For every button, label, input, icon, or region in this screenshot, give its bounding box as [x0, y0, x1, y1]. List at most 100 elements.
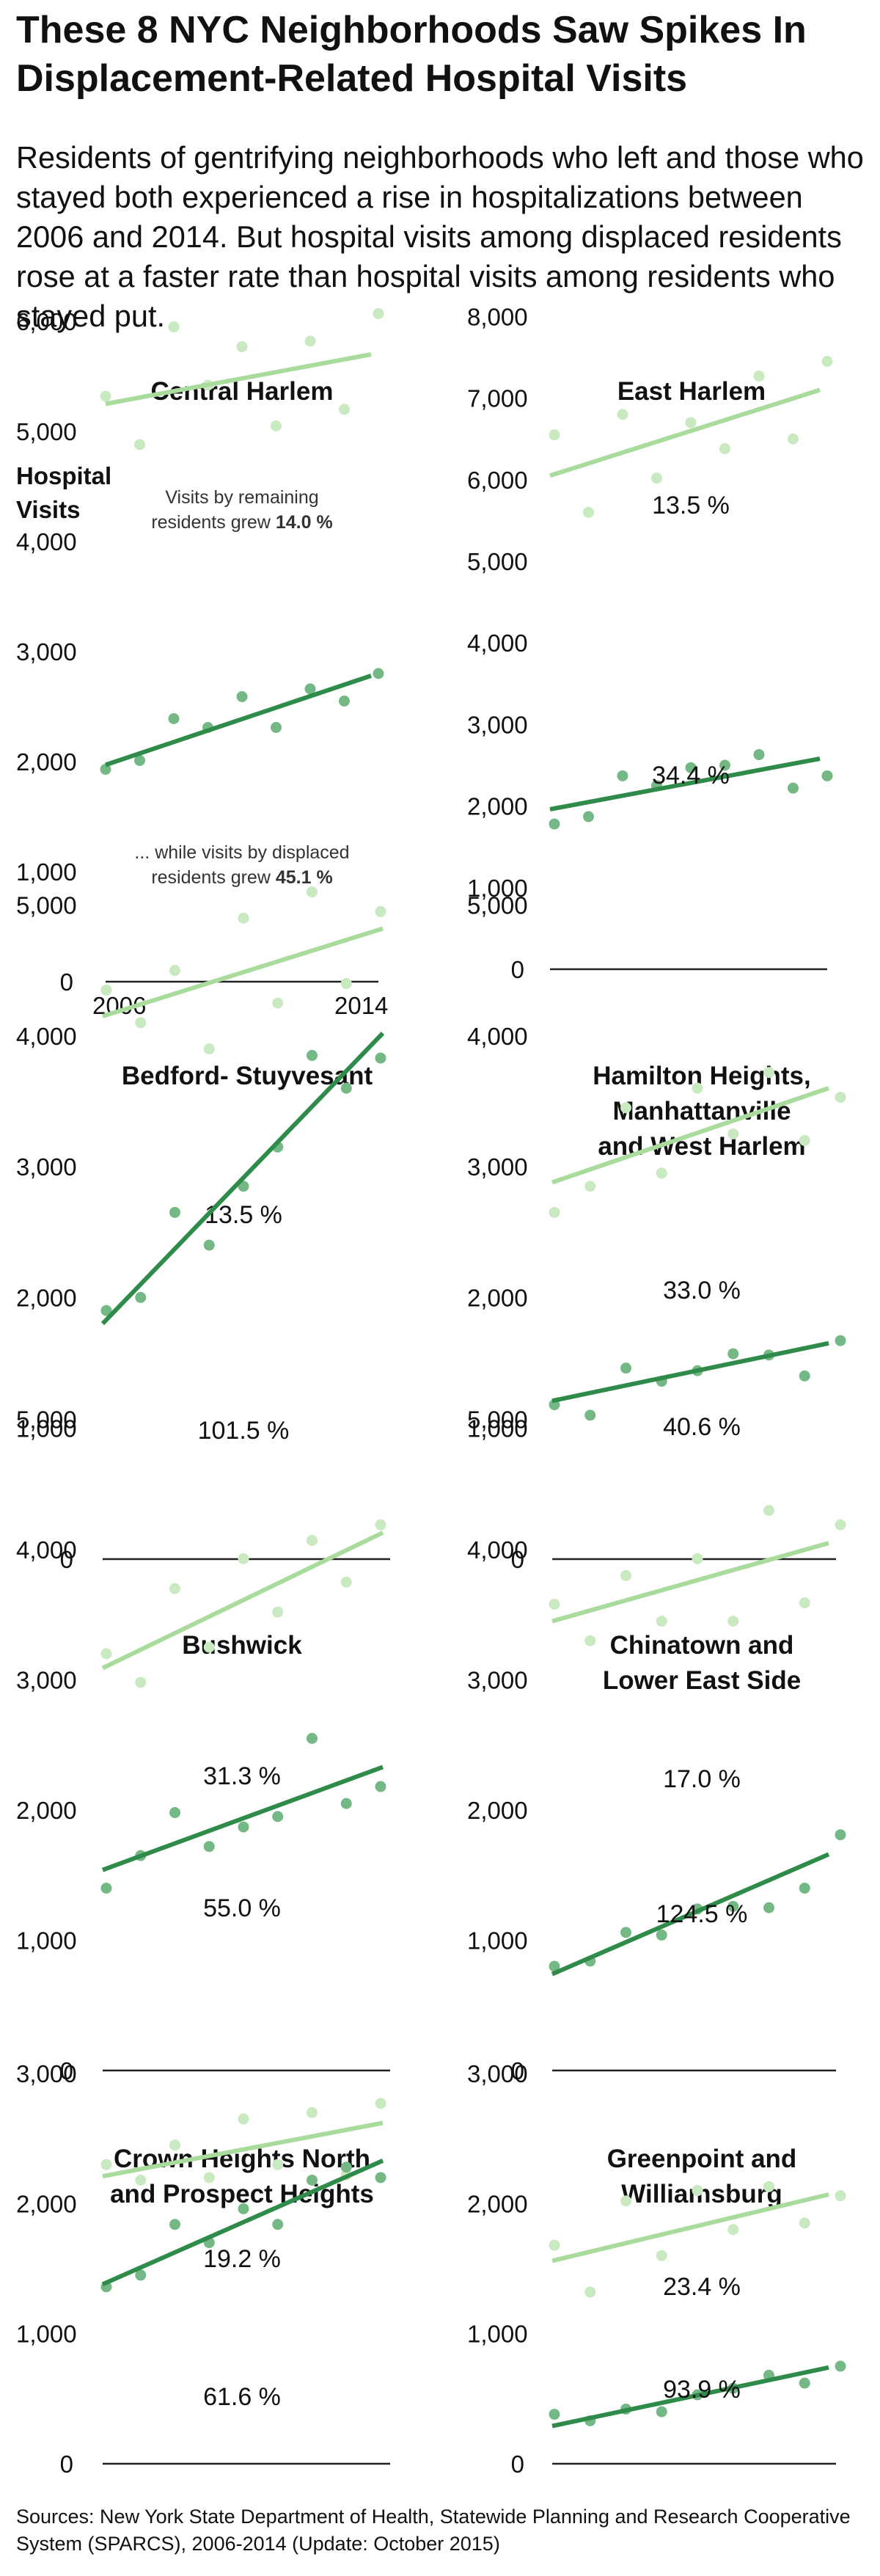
y-tick-label: 3,000 — [467, 1153, 528, 1181]
data-point — [100, 764, 111, 775]
data-point — [373, 668, 384, 679]
chart-title: East Harlem — [617, 377, 766, 406]
data-point — [799, 2377, 810, 2389]
data-point — [584, 1409, 596, 1421]
data-point — [304, 335, 316, 347]
growth-label: 124.5 % — [656, 1900, 748, 1928]
data-point — [304, 683, 316, 695]
data-point — [272, 1811, 284, 1822]
data-point — [135, 2269, 147, 2281]
trend-line — [549, 387, 821, 478]
chart-title: Chinatown and — [610, 1631, 794, 1660]
data-point — [375, 2172, 386, 2183]
data-point — [169, 965, 180, 977]
data-point — [100, 1883, 112, 1894]
trend-line — [551, 1086, 829, 1185]
data-point — [238, 2113, 249, 2125]
y-tick-label: 1,000 — [467, 1927, 528, 1955]
data-point — [203, 1239, 215, 1251]
data-point — [835, 1335, 846, 1346]
chart-6: Chinatown and Lower East Side 0 1,000 2,000 3… — [467, 1406, 846, 2084]
data-point — [135, 1291, 147, 1303]
y-tick-label: 0 — [511, 956, 524, 983]
data-point — [763, 1505, 774, 1517]
y-tick-label: 1,000 — [16, 858, 77, 886]
data-point — [835, 1519, 846, 1530]
data-point — [203, 1043, 215, 1055]
data-point — [272, 2159, 284, 2170]
data-point — [168, 713, 180, 724]
data-point — [203, 1641, 215, 1653]
data-point — [763, 1902, 774, 1913]
trend-line — [551, 1852, 830, 1977]
data-point — [617, 409, 628, 420]
data-point — [169, 2139, 180, 2151]
chart-title: Lower East Side — [603, 1666, 801, 1695]
trend-line — [101, 1530, 384, 1671]
data-point — [656, 1167, 667, 1179]
growth-label: 13.5 % — [652, 492, 730, 519]
growth-label: 101.5 % — [198, 1417, 290, 1445]
chart-5: Bushwick 0 1,000 2,000 3,000 4,000 5,000 31.3 %… — [16, 1406, 390, 2084]
data-point — [238, 2203, 249, 2214]
data-point — [656, 1616, 667, 1627]
data-point — [375, 1519, 386, 1530]
annotation-remaining: residents grew 14.0 % — [151, 512, 332, 533]
data-point — [375, 905, 386, 917]
y-tick-label: 3,000 — [467, 1667, 528, 1694]
data-point — [272, 997, 284, 1009]
chart-2: East Harlem 0 1,000 2,000 3,000 4,000 5,000 6,0… — [467, 303, 833, 983]
growth-label: 31.3 % — [203, 1762, 281, 1790]
y-tick-label: 1,000 — [467, 2321, 528, 2348]
data-point — [168, 321, 180, 332]
data-point — [727, 1128, 739, 1140]
data-point — [584, 1181, 596, 1192]
growth-label: 93.9 % — [663, 2376, 741, 2404]
y-tick-label: 0 — [511, 2057, 524, 2084]
data-point — [236, 341, 248, 352]
y-tick-label: 5,000 — [16, 1406, 77, 1434]
data-point — [719, 759, 730, 771]
y-tick-label: 2,000 — [467, 1284, 528, 1311]
trend-line — [551, 1340, 829, 1404]
trend-line — [551, 1541, 829, 1624]
data-point — [271, 420, 282, 431]
y-tick-label: 1,000 — [16, 1927, 77, 1955]
data-point — [203, 1841, 215, 1853]
y-tick-label: 3,000 — [16, 1667, 77, 1694]
y-tick-label: 5,000 — [467, 892, 528, 919]
y-tick-label: 2,000 — [16, 748, 77, 776]
annotation-displaced: ... while visits by displaced — [134, 842, 349, 863]
data-point — [656, 2406, 667, 2418]
trend-line — [100, 1032, 385, 1326]
y-axis-label: Visits — [16, 496, 80, 523]
y-tick-label: 1,000 — [16, 1415, 77, 1442]
data-point — [620, 1102, 631, 1114]
data-point — [799, 1597, 810, 1609]
data-point — [656, 1929, 667, 1941]
data-point — [134, 755, 145, 766]
data-point — [788, 433, 799, 445]
data-point — [799, 1883, 810, 1894]
y-tick-label: 5,000 — [16, 892, 77, 919]
data-point — [692, 1552, 703, 1564]
data-point — [788, 782, 799, 794]
data-point — [169, 1207, 180, 1219]
data-point — [799, 1134, 810, 1146]
data-point — [135, 1017, 147, 1029]
trend-line — [551, 2192, 829, 2263]
data-point — [375, 2098, 386, 2109]
data-point — [685, 417, 697, 428]
y-tick-label: 0 — [60, 2057, 73, 2084]
data-point — [549, 1207, 560, 1219]
chart-1: Central HarlemHospitalVisits01,0002,0003… — [16, 308, 388, 1019]
data-point — [340, 1576, 352, 1588]
y-tick-label: 6,000 — [467, 467, 528, 494]
y-tick-label: 4,000 — [467, 1023, 528, 1050]
data-point — [821, 770, 833, 781]
growth-label: 17.0 % — [663, 1765, 741, 1793]
y-tick-label: 3,000 — [467, 711, 528, 738]
data-point — [271, 722, 282, 733]
